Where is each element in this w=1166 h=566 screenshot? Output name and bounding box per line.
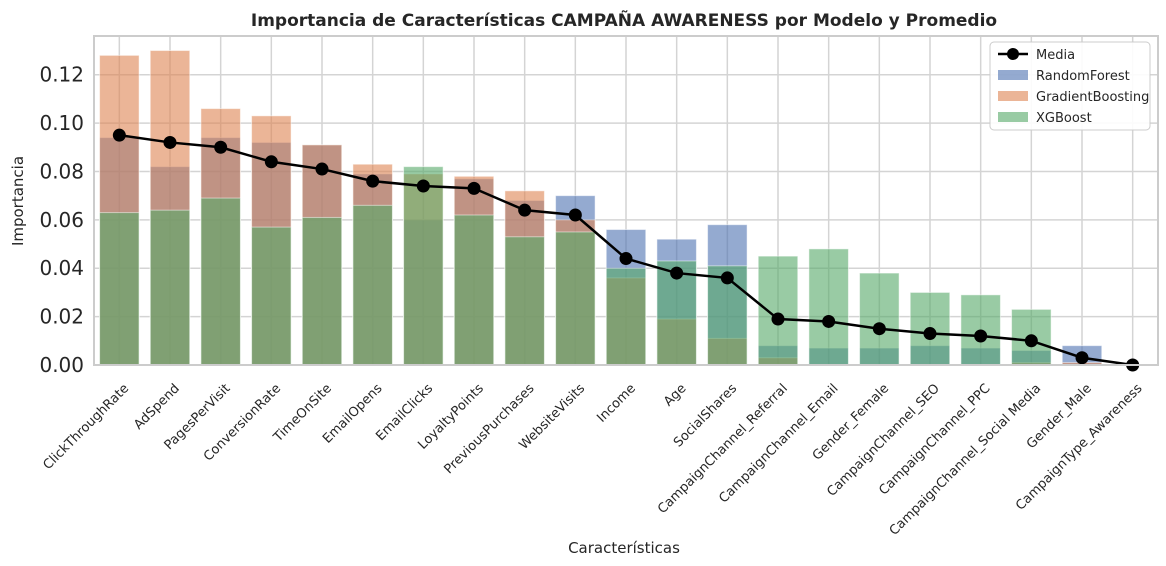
y-tick-labels: 0.00 0.02 0.04 0.06 0.08 0.10 0.12: [39, 63, 84, 377]
mean-point: [670, 266, 684, 280]
legend-label: GradientBoosting: [1036, 90, 1149, 105]
mean-point: [315, 162, 329, 176]
mean-point: [974, 329, 988, 343]
bar-series-xgboost: [99, 166, 1052, 366]
y-tick-label: 0.02: [39, 305, 84, 329]
mean-point: [264, 155, 278, 169]
mean-point: [771, 312, 785, 326]
bar-xgboost: [200, 197, 241, 366]
legend-label: RandomForest: [1036, 69, 1130, 84]
bar-xgboost: [301, 216, 343, 366]
plot-frame: [93, 35, 1159, 366]
legend-dot-marker: [1007, 48, 1019, 60]
y-axis-label: Importancia: [9, 156, 27, 246]
bar-xgboost: [605, 267, 647, 366]
legend-label: XGBoost: [1036, 111, 1092, 126]
mean-point: [112, 128, 126, 142]
mean-point: [568, 208, 582, 222]
legend-label: Media: [1036, 48, 1075, 63]
y-tick-label: 0.12: [39, 63, 84, 87]
y-tick-label: 0.04: [39, 256, 84, 280]
mean-point: [720, 271, 734, 285]
bar-xgboost: [504, 236, 545, 366]
bar-xgboost: [453, 214, 495, 366]
bar-xgboost: [859, 272, 900, 366]
bar-xgboost: [149, 209, 191, 366]
bar-xgboost: [808, 248, 849, 366]
bar-xgboost: [251, 226, 292, 366]
y-tick-label: 0.06: [39, 208, 84, 232]
bar-xgboost: [757, 255, 799, 366]
chart-title: Importancia de Características CAMPAÑA A…: [251, 8, 997, 31]
bar-xgboost: [99, 212, 140, 366]
mean-point: [366, 174, 380, 188]
mean-point: [214, 140, 228, 154]
y-tick-label: 0.00: [39, 353, 84, 377]
mean-point: [822, 314, 836, 328]
legend-swatch: [998, 70, 1028, 80]
legend-swatch: [998, 112, 1028, 122]
bar-xgboost: [555, 231, 596, 366]
y-tick-label: 0.10: [39, 111, 84, 135]
bar-xgboost: [403, 166, 444, 366]
legend-box: [989, 41, 1151, 131]
mean-point: [467, 181, 481, 195]
mean-point: [518, 203, 532, 217]
legend-swatch: [998, 91, 1028, 101]
x-axis-label: Características: [568, 539, 680, 557]
mean-point: [923, 327, 937, 341]
mean-line-group: [112, 128, 1140, 372]
mean-point: [416, 179, 430, 193]
mean-point: [163, 135, 177, 149]
mean-point: [619, 252, 633, 266]
legend: Media RandomForest GradientBoosting XGBoost: [989, 41, 1151, 131]
bar-xgboost: [352, 204, 393, 366]
mean-point: [1075, 351, 1089, 365]
mean-point: [1024, 334, 1038, 348]
y-tick-label: 0.08: [39, 159, 84, 183]
mean-point: [872, 322, 886, 336]
